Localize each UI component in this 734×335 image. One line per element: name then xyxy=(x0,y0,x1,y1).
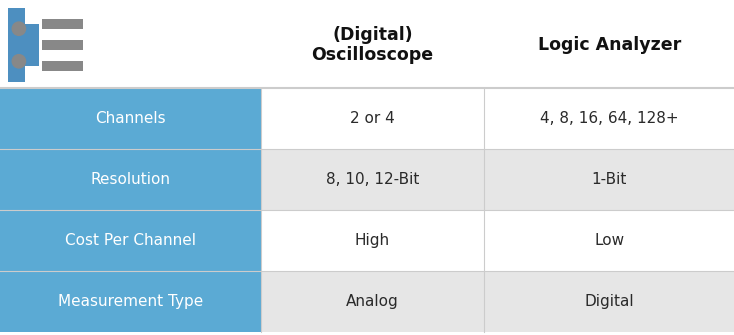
Bar xyxy=(8,8,39,82)
Text: Logic Analyzer: Logic Analyzer xyxy=(537,36,681,54)
Text: Oscilloscope: Oscilloscope xyxy=(311,46,434,64)
Text: Analog: Analog xyxy=(346,294,399,309)
Text: Resolution: Resolution xyxy=(90,172,170,187)
Circle shape xyxy=(12,55,26,68)
Bar xyxy=(25,66,39,82)
Bar xyxy=(25,8,39,24)
Text: Measurement Type: Measurement Type xyxy=(58,294,203,309)
Bar xyxy=(261,271,734,332)
Text: 2 or 4: 2 or 4 xyxy=(350,111,395,126)
Bar xyxy=(0,149,261,210)
Text: (Digital): (Digital) xyxy=(333,26,413,44)
Text: 4, 8, 16, 64, 128+: 4, 8, 16, 64, 128+ xyxy=(540,111,678,126)
Text: High: High xyxy=(355,233,390,248)
Bar xyxy=(0,0,734,88)
Bar xyxy=(261,210,734,271)
Bar xyxy=(0,210,261,271)
Text: 8, 10, 12-Bit: 8, 10, 12-Bit xyxy=(326,172,419,187)
Bar xyxy=(42,19,83,29)
Bar xyxy=(261,88,734,149)
Text: Low: Low xyxy=(594,233,625,248)
Circle shape xyxy=(12,22,26,36)
Text: 1-Bit: 1-Bit xyxy=(592,172,627,187)
Bar xyxy=(42,40,83,50)
Text: Digital: Digital xyxy=(584,294,634,309)
Bar xyxy=(42,61,83,71)
Text: Channels: Channels xyxy=(95,111,166,126)
Bar xyxy=(0,271,261,332)
Text: Cost Per Channel: Cost Per Channel xyxy=(65,233,196,248)
Bar xyxy=(261,149,734,210)
Bar xyxy=(0,88,261,149)
